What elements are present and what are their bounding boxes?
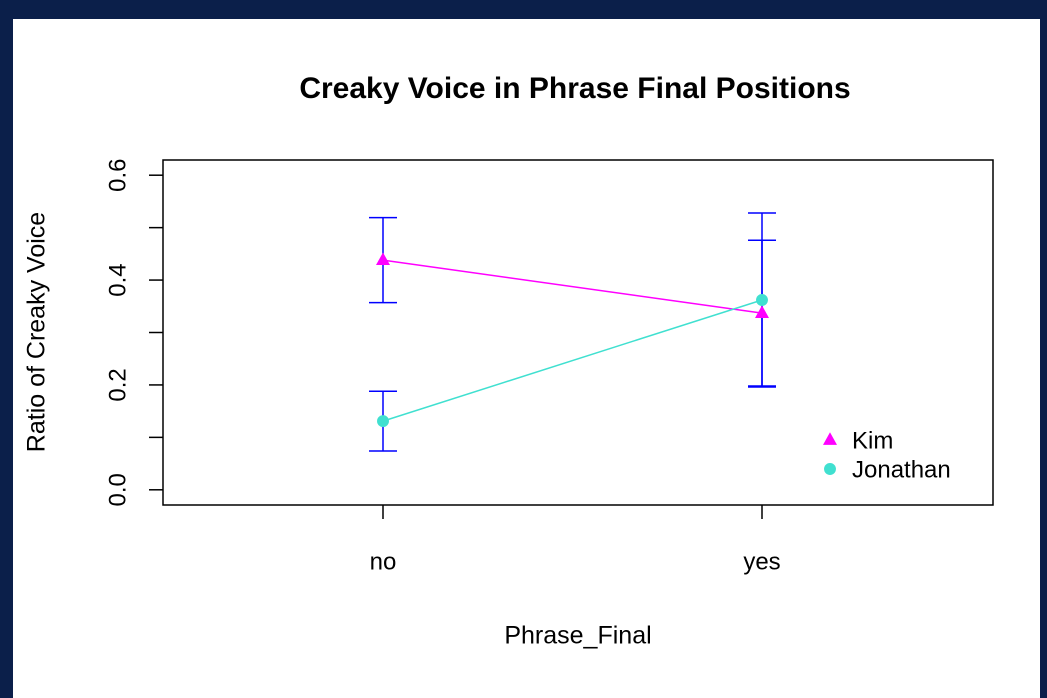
legend-label: Jonathan [852, 456, 951, 483]
y-tick-label: 0.4 [104, 263, 131, 296]
plot-window [13, 19, 1040, 698]
data-point [756, 294, 768, 306]
chart-title: Creaky Voice in Phrase Final Positions [299, 72, 850, 105]
data-point [376, 252, 390, 266]
x-axis-label: Phrase_Final [504, 622, 651, 650]
series-line [382, 259, 763, 314]
x-tick-label: yes [743, 548, 780, 575]
legend-label: Kim [852, 427, 893, 454]
data-point [755, 305, 769, 319]
y-tick-label: 0.2 [104, 368, 131, 401]
y-tick-label: 0.0 [104, 473, 131, 506]
series-line [382, 299, 763, 422]
legend-marker [824, 463, 836, 475]
x-tick-label: no [370, 548, 397, 575]
legend-marker [823, 432, 837, 445]
y-axis-label: Ratio of Creaky Voice [23, 212, 51, 452]
y-tick-label: 0.6 [104, 159, 131, 192]
data-point [377, 415, 389, 428]
